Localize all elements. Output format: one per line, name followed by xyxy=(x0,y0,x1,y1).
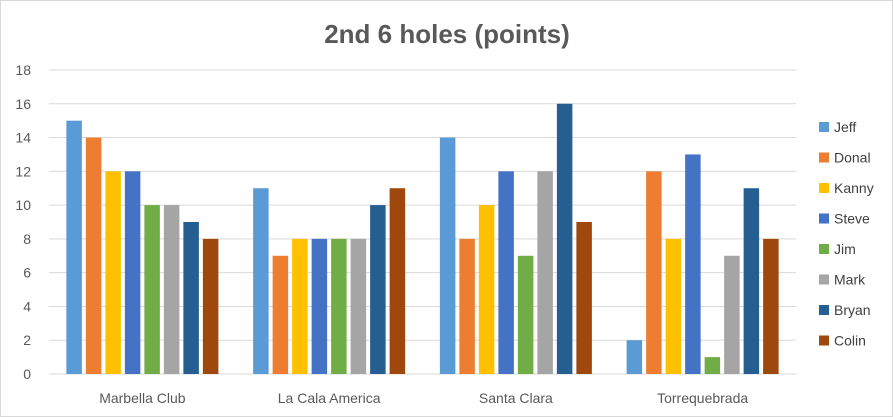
legend-swatch-donal xyxy=(819,152,829,163)
y-axis-ticks: 0 2 4 6 8 10 12 14 16 18 xyxy=(15,62,31,382)
bar-colin-0 xyxy=(202,238,219,374)
bar-kanny-0 xyxy=(105,171,121,374)
x-tick-label: Marbella Club xyxy=(99,390,186,406)
legend-label-bryan: Bryan xyxy=(834,302,871,318)
legend-swatch-jeff xyxy=(819,122,829,132)
bar-colin-1 xyxy=(389,188,406,374)
bar-steve-3 xyxy=(685,154,701,374)
x-tick-label: La Cala America xyxy=(278,390,381,406)
bar-colin-2 xyxy=(576,222,592,374)
x-tick-label: Santa Clara xyxy=(479,390,553,406)
y-tick-label: 16 xyxy=(15,96,31,112)
y-tick-label: 2 xyxy=(23,332,31,348)
bar-steve-2 xyxy=(498,171,514,374)
y-tick-label: 12 xyxy=(15,163,31,179)
bar-jeff-1 xyxy=(253,188,269,374)
bar-steve-0 xyxy=(124,171,141,374)
bar-jeff-3 xyxy=(626,340,643,374)
legend-swatch-kanny xyxy=(819,183,829,193)
y-tick-label: 4 xyxy=(23,298,31,314)
y-tick-label: 6 xyxy=(23,265,31,281)
legend-label-mark: Mark xyxy=(834,272,866,288)
y-tick-label: 14 xyxy=(15,130,31,146)
bar-kanny-1 xyxy=(292,238,308,374)
x-axis-ticks: Marbella Club La Cala America Santa Clara T… xyxy=(99,390,748,406)
bar-donal-0 xyxy=(85,137,102,374)
bar-jim-3 xyxy=(704,357,721,374)
legend-swatch-bryan xyxy=(819,305,829,315)
bars xyxy=(66,103,779,375)
bar-steve-1 xyxy=(311,238,328,374)
y-tick-label: 18 xyxy=(15,62,31,78)
legend-label-colin: Colin xyxy=(834,333,866,349)
bar-bryan-0 xyxy=(183,222,199,374)
legend-label-jim: Jim xyxy=(834,241,856,257)
bar-jeff-2 xyxy=(439,137,456,374)
bar-jeff-0 xyxy=(66,120,82,375)
bar-bryan-2 xyxy=(556,103,573,375)
bar-mark-3 xyxy=(724,255,740,374)
bar-mark-2 xyxy=(537,171,553,374)
legend-label-jeff: Jeff xyxy=(834,119,856,135)
bar-mark-0 xyxy=(163,205,180,374)
bar-kanny-2 xyxy=(478,205,495,374)
legend-label-donal: Donal xyxy=(834,150,871,166)
legend-swatch-mark xyxy=(819,274,829,285)
chart-title: 2nd 6 holes (points) xyxy=(324,19,570,49)
bar-jim-2 xyxy=(517,255,534,374)
bar-donal-1 xyxy=(272,255,289,374)
legend: Jeff Donal Kanny Steve Jim Mark Bryan Colin xyxy=(819,119,874,349)
bar-bryan-1 xyxy=(370,205,386,374)
bar-kanny-3 xyxy=(665,238,682,374)
bar-donal-3 xyxy=(646,171,662,374)
bar-donal-2 xyxy=(459,238,475,374)
bar-jim-0 xyxy=(144,205,160,374)
bar-jim-1 xyxy=(331,238,347,374)
bar-bryan-3 xyxy=(743,188,760,374)
y-tick-label: 10 xyxy=(15,197,31,213)
legend-label-kanny: Kanny xyxy=(834,180,874,196)
gridlines xyxy=(49,69,796,375)
bar-mark-1 xyxy=(350,238,367,374)
legend-swatch-steve xyxy=(819,213,829,224)
legend-label-steve: Steve xyxy=(834,211,870,227)
legend-swatch-jim xyxy=(819,244,829,254)
bar-colin-3 xyxy=(763,238,779,374)
x-tick-label: Torrequebrada xyxy=(657,390,748,406)
y-tick-label: 8 xyxy=(23,231,31,247)
legend-swatch-colin xyxy=(819,335,829,346)
y-tick-label: 0 xyxy=(23,366,31,382)
